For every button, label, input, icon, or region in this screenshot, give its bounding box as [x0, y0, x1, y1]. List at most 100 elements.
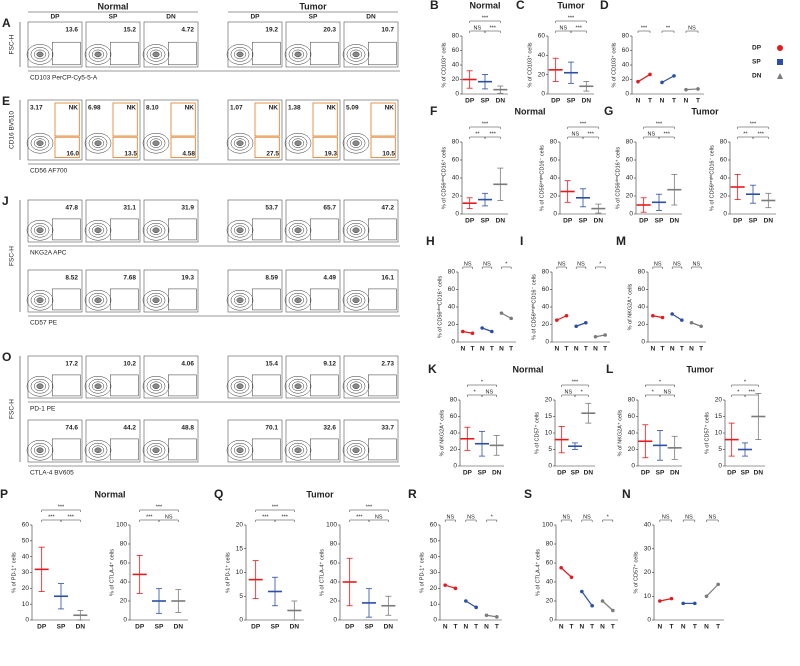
flow-y-label: FSC-H [9, 34, 16, 54]
paired-point [603, 333, 607, 337]
paired-point [480, 326, 484, 330]
significance-bracket [659, 519, 672, 522]
gate [168, 288, 197, 311]
contour [288, 378, 308, 394]
panel-letter: N [622, 487, 631, 501]
y-tick-label: 0 [718, 463, 722, 470]
flow-plot-frame [143, 269, 199, 313]
nk-gate [312, 136, 338, 158]
x-tick-label: N [443, 624, 448, 631]
y-tick-label: 40 [622, 62, 630, 69]
contour [149, 381, 163, 391]
contour [146, 442, 166, 458]
y-tick-label: 60 [448, 286, 456, 293]
gate-percent: 4.72 [181, 27, 194, 34]
contour [226, 219, 254, 241]
contour [152, 297, 160, 303]
contour [142, 289, 170, 311]
significance-label: * [659, 379, 662, 385]
significance-label: *** [656, 121, 663, 127]
paired-line [602, 600, 614, 611]
significance-label: ** [743, 131, 748, 137]
contour [291, 445, 305, 455]
significance-bracket [555, 20, 587, 23]
contour [226, 375, 254, 397]
paired-point [699, 324, 703, 329]
contour [349, 381, 363, 391]
gate [309, 218, 339, 241]
x-tick-label: N [600, 624, 605, 631]
gate-percent: 20.3 [323, 27, 336, 34]
x-tick-label: SP [365, 624, 374, 631]
contour [30, 378, 50, 394]
contour [288, 135, 308, 151]
significance-label: NS [165, 514, 173, 520]
panel-letter: K [428, 362, 437, 376]
significance-bracket [661, 30, 675, 33]
significance-label: NS [662, 514, 670, 520]
x-tick-label: N [670, 346, 675, 353]
gate-percent: 10.5 [382, 151, 395, 158]
contour [30, 292, 50, 308]
significance-bracket [255, 509, 295, 512]
flow-plot-frame [85, 199, 141, 243]
contour [84, 375, 112, 397]
y-tick-label: 60 [638, 286, 646, 293]
significance-label: *** [281, 514, 288, 520]
x-tick-label: N [579, 624, 584, 631]
gate [168, 438, 197, 461]
contour [149, 445, 163, 455]
contour [152, 227, 160, 233]
gate-percent: 19.3 [181, 275, 194, 282]
y-axis-label: % of PD-1⁺ cells [224, 552, 231, 593]
y-tick-label: 80 [120, 541, 128, 548]
contour [84, 132, 112, 154]
contour [91, 295, 105, 305]
gate [367, 218, 397, 241]
contour [346, 378, 366, 394]
y-tick-label: 0 [548, 463, 552, 470]
contour [149, 225, 163, 235]
contour [284, 375, 312, 397]
y-tick-label: 60 [622, 47, 630, 54]
significance-label: NS [688, 25, 696, 31]
gate [367, 41, 397, 66]
y-tick-label: 20 [546, 598, 554, 605]
contour [352, 383, 360, 389]
paired-point [580, 589, 584, 594]
contour [349, 295, 363, 305]
significance-bracket [561, 384, 589, 387]
y-axis-label: % of CD57⁺ cells [533, 412, 540, 454]
contour [233, 445, 247, 455]
gate [51, 374, 81, 397]
y-tick-label: 60 [546, 560, 554, 567]
paired-point [636, 79, 640, 84]
contour [26, 289, 54, 311]
contour [142, 132, 170, 154]
contour [288, 47, 308, 62]
gate-percent: 70.1 [265, 425, 278, 432]
contour [142, 44, 170, 65]
contour [236, 297, 244, 303]
y-tick-label: 20 [644, 569, 652, 576]
x-tick-label: T [590, 624, 594, 631]
gate-percent: 6.98 [88, 105, 101, 112]
flow-x-label: CD103 PerCP-Cy5-5-A [30, 75, 98, 82]
significance-bracket [349, 509, 389, 512]
x-tick-label: T [611, 624, 615, 631]
contour [346, 135, 366, 151]
x-tick-label: DP [345, 624, 355, 631]
gate-percent: 2.73 [381, 361, 394, 368]
significance-label: * [474, 389, 477, 395]
contour [94, 227, 102, 233]
paired-point [651, 313, 655, 318]
contour [30, 222, 50, 238]
y-tick-label: 30 [22, 569, 30, 576]
legend-label: SP [752, 59, 761, 66]
contour [236, 227, 244, 233]
x-tick-label: N [684, 98, 689, 105]
flow-plot-frame [227, 419, 283, 463]
contour [288, 292, 308, 308]
paired-line [444, 584, 456, 589]
